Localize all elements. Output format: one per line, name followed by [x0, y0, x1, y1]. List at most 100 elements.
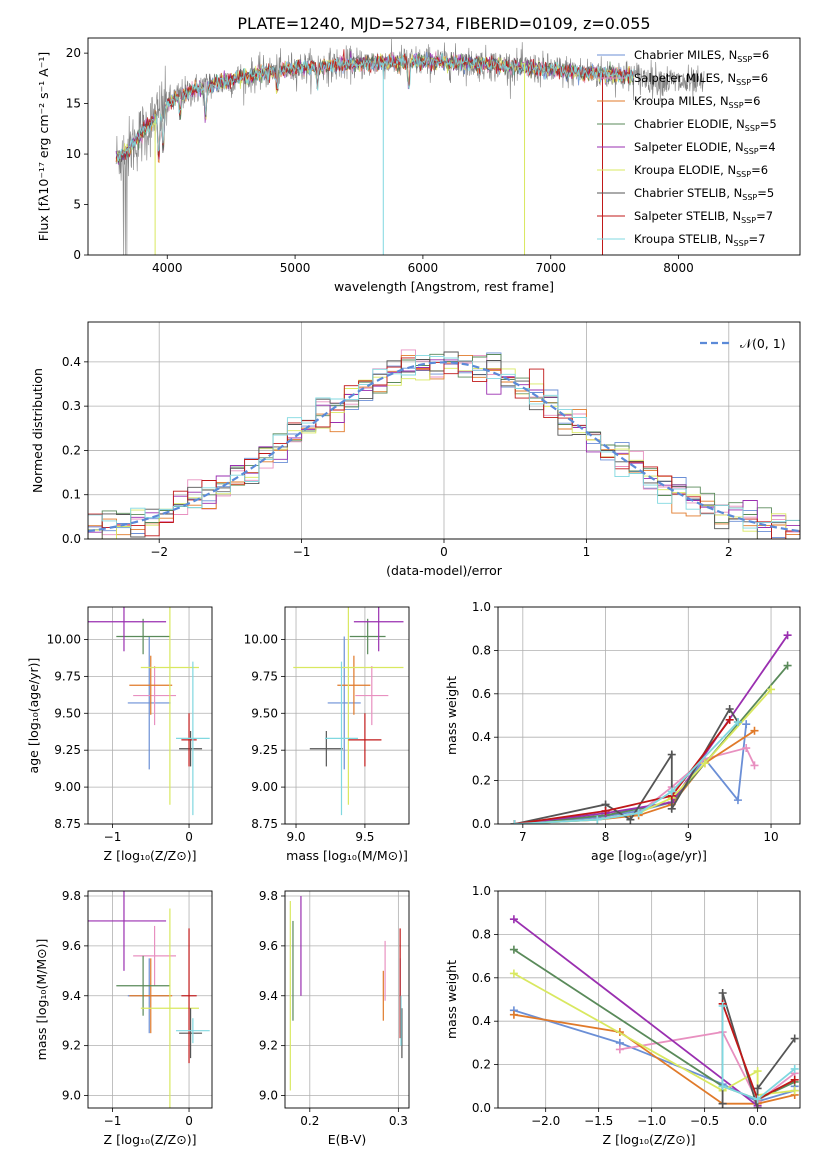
- y-tick-label: 0.6: [472, 687, 491, 701]
- legend-label: Chabrier ELODIE, NSSP=5: [634, 117, 777, 133]
- y-tick-label: 0.4: [62, 355, 81, 369]
- plot-area: [509, 915, 799, 1108]
- y-axis-label: Flux [fλ10⁻¹⁷ erg cm⁻² s⁻¹ A⁻¹]: [36, 52, 51, 241]
- x-tick-label: 10: [763, 830, 778, 844]
- weight-marker: [725, 704, 734, 713]
- y-tick-label: 0.2: [472, 1058, 491, 1072]
- y-axis-label: Normed distribution: [30, 368, 45, 493]
- plot-area: [88, 891, 210, 1108]
- x-axis-label: wavelength [Angstrom, rest frame]: [334, 279, 554, 294]
- x-axis-label: E(B-V): [328, 1132, 367, 1147]
- errorbar-point: [179, 1008, 203, 1059]
- weight-marker: [733, 796, 742, 805]
- weight-marker: [510, 820, 519, 824]
- y-tick-label: 9.25: [251, 743, 278, 757]
- errorbar-point: [337, 655, 371, 715]
- weight-marker: [783, 631, 792, 640]
- axes-frame: [87, 606, 213, 825]
- y-tick-label: 1.0: [472, 600, 491, 614]
- weight-marker: [667, 787, 676, 796]
- x-tick-label: −2: [150, 545, 168, 559]
- errorbar-point: [309, 731, 343, 767]
- y-tick-label: 0.3: [62, 399, 81, 413]
- weight-marker: [718, 1002, 727, 1011]
- y-tick-label: 0.1: [62, 488, 81, 502]
- y-tick-label: 9.75: [54, 669, 81, 683]
- errorbar-point: [355, 666, 389, 726]
- y-tick-label: 9.6: [62, 939, 81, 953]
- x-tick-label: 4000: [152, 261, 183, 275]
- weight-marker: [733, 718, 742, 727]
- x-tick-label: 0: [440, 545, 448, 559]
- weight-marker: [790, 1086, 799, 1095]
- x-axis-label: age [log₁₀(age/yr)]: [591, 848, 707, 863]
- weight-marker: [750, 761, 759, 770]
- y-tick-label: 20: [66, 46, 81, 60]
- weight-marker: [626, 815, 635, 824]
- y-tick-label: 0.6: [472, 971, 491, 985]
- errorbar-point: [133, 925, 177, 986]
- panel-weight_vs_Z: −2.0 −1.5 −1.0 −0.5 0.0 0.0 0.2 0.4 0.6 0.8 1.0 Z […: [444, 884, 801, 1147]
- weight-marker: [718, 1082, 727, 1091]
- x-tick-label: 7000: [535, 261, 566, 275]
- x-tick-label: 9: [684, 830, 692, 844]
- weight-marker: [725, 715, 734, 724]
- plot-area: [115, 38, 705, 255]
- x-axis-label: Z [log₁₀(Z/Z⊙)]: [104, 1132, 197, 1147]
- y-tick-label: 0.0: [472, 1101, 491, 1115]
- y-tick-label: 5: [73, 198, 81, 212]
- x-tick-label: −1.5: [584, 1114, 613, 1128]
- y-tick-label: 9.6: [259, 939, 278, 953]
- y-tick-label: 9.8: [259, 889, 278, 903]
- x-tick-label: 7: [519, 830, 527, 844]
- y-tick-label: 10.00: [47, 632, 81, 646]
- y-tick-label: 9.4: [259, 989, 278, 1003]
- x-tick-label: −0.5: [690, 1114, 719, 1128]
- y-tick-label: 0.4: [472, 730, 491, 744]
- axes-frame: [284, 890, 410, 1109]
- weight-marker: [593, 815, 602, 824]
- errorbar-point: [327, 636, 361, 770]
- x-tick-label: −1: [104, 830, 122, 844]
- plot-area: [88, 349, 800, 539]
- weight-marker: [750, 726, 759, 735]
- legend-label: Chabrier MILES, NSSP=6: [634, 48, 769, 64]
- legend-label: 𝒩(0, 1): [740, 336, 786, 351]
- errorbar-point: [127, 636, 171, 770]
- errorbar-point: [129, 958, 173, 1034]
- y-axis-label: mass weight: [444, 960, 459, 1039]
- weight-line: [514, 665, 789, 824]
- y-tick-label: 1.0: [472, 884, 491, 898]
- x-tick-label: 0: [185, 1114, 193, 1128]
- y-tick-label: 9.75: [251, 669, 278, 683]
- y-tick-label: 8.75: [251, 817, 278, 831]
- x-tick-label: −1.0: [637, 1114, 666, 1128]
- weight-marker: [742, 720, 751, 729]
- y-tick-label: 8.75: [54, 817, 81, 831]
- y-tick-label: 9.0: [62, 1089, 81, 1103]
- weight-marker: [753, 1067, 762, 1076]
- weight-line: [513, 948, 796, 1101]
- figure-title: PLATE=1240, MJD=52734, FIBERID=0109, z=0…: [237, 14, 650, 33]
- axes-frame: [284, 606, 410, 825]
- errorbar-point: [353, 607, 404, 652]
- axes-frame: [87, 890, 213, 1109]
- histogram-step: [88, 354, 800, 536]
- panel-residuals: −2 −1 0 1 2 0.0 0.1 0.2 0.3 0.4 (data-model)/error…: [30, 321, 801, 578]
- x-tick-label: 9.5: [355, 830, 374, 844]
- weight-marker: [634, 809, 643, 818]
- errorbar-point: [88, 607, 167, 652]
- weight-line: [721, 1006, 796, 1101]
- weight-marker: [790, 1064, 799, 1073]
- y-tick-label: 0.8: [472, 927, 491, 941]
- axes-frame: [497, 890, 801, 1109]
- x-tick-label: 2: [725, 545, 733, 559]
- y-tick-label: 9.25: [54, 743, 81, 757]
- model-line: [115, 52, 635, 162]
- x-axis-label: Z [log₁₀(Z/Z⊙)]: [104, 848, 197, 863]
- weight-marker: [718, 1099, 727, 1108]
- x-tick-label: 1: [583, 545, 591, 559]
- legend-label: Chabrier STELIB, NSSP=5: [634, 186, 774, 202]
